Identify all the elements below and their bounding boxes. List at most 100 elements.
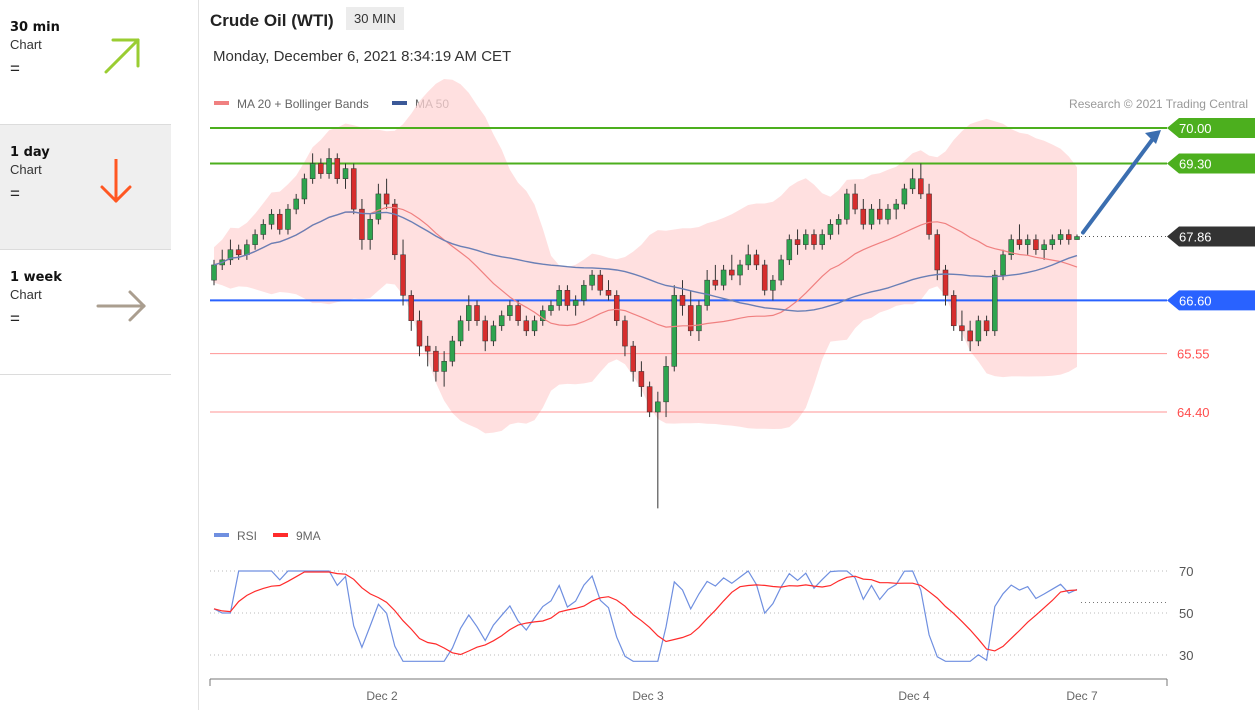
candle-body (350, 168, 357, 210)
candle (737, 259, 743, 286)
candle (671, 285, 678, 372)
level-label-65.55: 65.55 (1177, 347, 1210, 362)
candle-body (1016, 239, 1023, 245)
candle-body (531, 320, 538, 332)
candle (589, 270, 595, 291)
candle (959, 310, 965, 341)
candle (293, 193, 299, 215)
candle (581, 280, 587, 306)
candle (819, 229, 825, 250)
candle-body (227, 249, 234, 261)
candle-body (1000, 254, 1006, 276)
timeframe-30min[interactable]: 30 min Chart = (0, 0, 171, 125)
candle (663, 356, 669, 418)
candle (507, 300, 513, 321)
arrow-up-right-icon (104, 38, 140, 74)
candle-body (737, 264, 743, 276)
candle (318, 158, 324, 179)
candle-body (671, 295, 678, 367)
rsi-line (213, 570, 1078, 662)
candle (1033, 234, 1039, 255)
candle-body (794, 239, 801, 245)
level-label-64.40: 64.40 (1177, 405, 1210, 420)
candle (860, 199, 867, 230)
candle-body (301, 178, 308, 200)
timeframe-badge[interactable]: 30 MIN (346, 7, 404, 30)
candle-body (597, 274, 604, 291)
candle-body (318, 163, 324, 174)
candle-body (498, 315, 505, 327)
candle (918, 163, 924, 199)
candle (1057, 229, 1064, 245)
candle-body (696, 305, 702, 332)
candle-body (630, 345, 636, 372)
candle (1024, 234, 1031, 255)
candle-body (901, 188, 908, 205)
x-tick-label: Dec 7 (1066, 689, 1098, 703)
candle-body (293, 198, 299, 210)
candle (1074, 234, 1080, 240)
candle (441, 351, 447, 387)
candle-body (515, 305, 521, 321)
candle-body (211, 264, 217, 281)
x-tick-label: Dec 3 (632, 689, 664, 703)
candle (794, 229, 801, 255)
candle-body (277, 213, 283, 230)
candle (1016, 224, 1023, 250)
bollinger-band-fill (214, 79, 1077, 434)
moving-averages (213, 206, 1078, 328)
timeframe-1week[interactable]: 1 week Chart = (0, 250, 171, 375)
candle-body (860, 208, 867, 225)
candle (1066, 229, 1072, 245)
bollinger-bands (214, 79, 1077, 434)
rsi-tick-label: 50 (1179, 606, 1193, 621)
candle-body (416, 320, 423, 347)
candle-body (400, 254, 406, 296)
target-arrow-shaft (1081, 134, 1157, 235)
candle (761, 259, 768, 296)
x-tick-label: Dec 4 (898, 689, 930, 703)
candle-body (244, 244, 250, 256)
timeframe-equal: = (10, 309, 20, 328)
candle-body (811, 234, 817, 245)
candle-body (1008, 239, 1014, 256)
x-tick-label: Dec 2 (366, 689, 398, 703)
candle-body (622, 320, 628, 347)
candle-body (655, 401, 661, 413)
rsi-9ma-line (213, 571, 1078, 656)
candle-body (507, 305, 513, 316)
candle-body (342, 168, 349, 179)
candle-body (803, 234, 809, 245)
candle-body (449, 340, 456, 362)
candle-body (581, 284, 587, 301)
copyright: Research © 2021 Trading Central (1069, 97, 1248, 111)
candle (638, 361, 645, 397)
candle (901, 183, 908, 210)
candle-body (359, 208, 365, 240)
target-arrow-head (1145, 130, 1161, 144)
candle-body (1057, 234, 1064, 240)
candle (540, 305, 546, 326)
candle (350, 163, 357, 215)
candle-body (729, 269, 735, 276)
timeframe-equal: = (10, 184, 20, 203)
candle-body (408, 295, 415, 321)
candle-body (1066, 234, 1072, 240)
candle (466, 295, 472, 331)
candle (457, 315, 464, 347)
candle (1000, 249, 1006, 281)
candle-body (786, 239, 793, 261)
candle (835, 214, 842, 235)
timeframe-period: 1 week (10, 270, 62, 285)
candle (704, 270, 710, 311)
candle-body (646, 386, 653, 413)
rsi-tick-label: 70 (1179, 564, 1193, 579)
timeframe-1day[interactable]: 1 day Chart = (0, 125, 171, 250)
candle-body (893, 203, 899, 210)
candle-body (712, 279, 719, 286)
candle-body (375, 193, 382, 220)
candle (252, 229, 258, 250)
candle (712, 264, 719, 291)
candle (720, 264, 727, 291)
candle-body (663, 366, 669, 403)
